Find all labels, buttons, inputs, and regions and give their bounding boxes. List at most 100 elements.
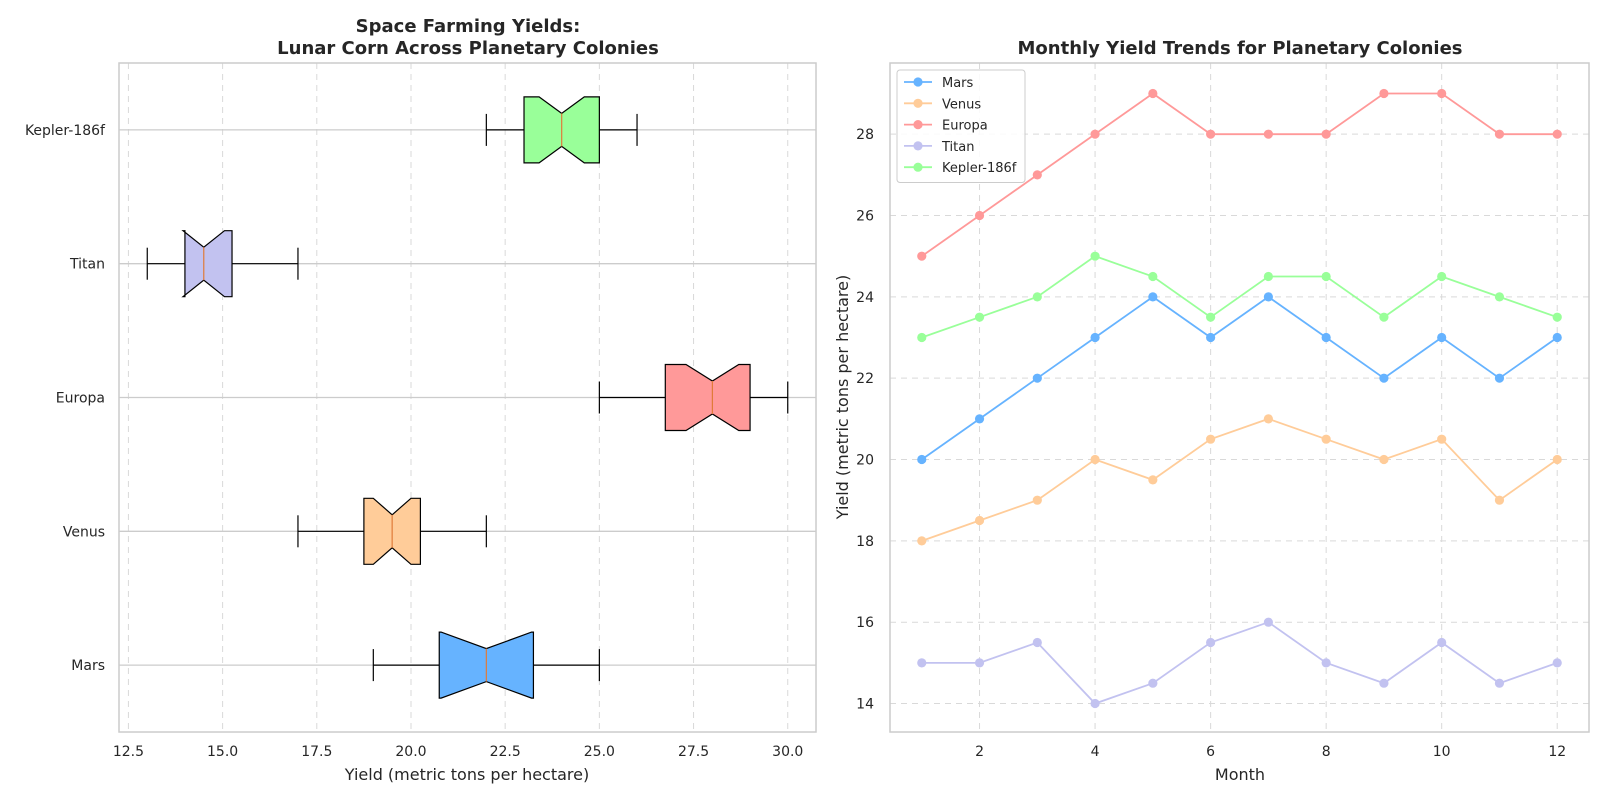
series-point: [1032, 170, 1042, 180]
boxplot-title-line2: Lunar Corn Across Planetary Colonies: [277, 38, 659, 59]
series-point: [1552, 454, 1562, 465]
series-kepler-186f: [917, 251, 1562, 343]
boxplot-x-tick-label: 17.5: [301, 744, 332, 760]
boxplot-marks: [146, 96, 789, 699]
series-point: [1090, 454, 1100, 465]
series-europa: [917, 88, 1562, 261]
series-line: [921, 92, 1558, 257]
legend-label: Europa: [942, 119, 988, 134]
box-venus: [297, 497, 487, 565]
line-chart-y-tick-label: 28: [856, 127, 874, 143]
boxplot-x-tick-label: 20.0: [395, 744, 426, 760]
series-point: [1148, 292, 1158, 302]
line-chart-legend: Mars Venus Europa Titan Kepler-186f: [896, 69, 1026, 183]
legend-label: Mars: [942, 76, 974, 91]
series-point: [1494, 495, 1505, 505]
line-chart-y-tick-label: 22: [856, 371, 874, 387]
line-chart-y-axis-label: Yield (metric tons per hectare): [833, 275, 852, 521]
boxplot-x-tick-label: 30.0: [772, 744, 803, 760]
series-point: [1379, 312, 1389, 322]
series-mars: [917, 292, 1562, 465]
legend-item: Europa: [904, 119, 988, 134]
series-point: [1494, 292, 1505, 302]
legend-marker: [913, 162, 923, 172]
boxplot-y-tick-label: Venus: [63, 524, 105, 540]
series-venus: [917, 414, 1562, 546]
line-chart-x-tick-label: 12: [1548, 744, 1566, 760]
line-chart-y-tick-label: 16: [856, 615, 874, 631]
legend-item: Venus: [904, 97, 981, 112]
series-line: [921, 417, 1558, 542]
line-chart-x-tick-label: 2: [975, 744, 984, 760]
series-point: [1206, 434, 1216, 444]
series-point: [1090, 129, 1100, 139]
line-chart-x-tick-label: 4: [1091, 744, 1100, 760]
box-titan: [146, 230, 299, 298]
series-point: [1263, 292, 1273, 302]
series-point: [974, 515, 985, 526]
legend-box: [896, 69, 1026, 183]
series-point: [974, 312, 985, 322]
series-point: [917, 658, 927, 668]
legend-item: Kepler-186f: [904, 161, 1017, 176]
series-point: [1263, 271, 1273, 282]
series-point: [1494, 129, 1505, 139]
series-point: [1206, 129, 1216, 139]
boxplot-y-tick-label: Mars: [71, 658, 105, 674]
line-chart-y-tick-label: 24: [856, 290, 874, 306]
series-point: [1148, 88, 1158, 99]
boxplot-chart: Space Farming Yields: Lunar Corn Across …: [25, 16, 817, 784]
series-point: [1321, 271, 1331, 282]
legend-marker: [913, 98, 923, 108]
box-body: [664, 363, 751, 432]
line-chart-y-tick-label: 20: [856, 453, 874, 469]
line-chart-x-tick-label: 8: [1322, 744, 1331, 760]
series-point: [1379, 454, 1389, 465]
series-point: [917, 454, 927, 465]
boxplot-x-tick-label: 22.5: [490, 744, 521, 760]
series-point: [974, 210, 985, 221]
line-chart-y-tick-label: 26: [856, 209, 874, 225]
series-point: [1321, 434, 1331, 444]
box-kepler-186f: [485, 96, 638, 164]
series-point: [1437, 271, 1447, 282]
series-point: [1263, 129, 1273, 139]
series-point: [1379, 88, 1389, 99]
boxplot-x-tick-label: 27.5: [678, 744, 709, 760]
line-chart-y-tick-label: 14: [856, 697, 874, 713]
series-line: [921, 255, 1558, 339]
series-point: [1148, 271, 1158, 282]
legend-marker: [913, 141, 923, 151]
series-point: [1552, 332, 1562, 343]
series-point: [1148, 475, 1158, 485]
series-point: [1437, 88, 1447, 99]
line-chart-x-axis-label: Month: [1215, 765, 1265, 784]
line-chart-grid: [890, 63, 1589, 732]
boxplot-x-tick-label: 15.0: [207, 744, 238, 760]
series-point: [1090, 332, 1100, 343]
series-point: [1206, 637, 1216, 648]
boxplot-x-tick-label: 12.5: [113, 744, 144, 760]
line-chart-x-tick-label: 10: [1433, 744, 1451, 760]
series-point: [1032, 373, 1042, 383]
legend-label: Titan: [941, 140, 974, 155]
line-chart-title: Monthly Yield Trends for Planetary Colon…: [1018, 38, 1463, 59]
series-point: [1321, 658, 1331, 668]
series-line: [921, 621, 1558, 705]
line-chart-x-tick-label: 6: [1206, 744, 1215, 760]
series-point: [917, 332, 927, 343]
series-point: [974, 658, 985, 668]
boxplot-frame: [118, 62, 817, 733]
series-point: [1032, 495, 1042, 505]
series-point: [1494, 373, 1505, 383]
series-point: [1206, 332, 1216, 343]
boxplot-title-line1: Space Farming Yields:: [356, 16, 581, 37]
box-mars: [372, 631, 600, 699]
boxplot-x-axis-label: Yield (metric tons per hectare): [344, 765, 590, 784]
legend-item: Mars: [904, 76, 974, 91]
legend-item: Titan: [904, 140, 974, 155]
series-point: [1552, 658, 1562, 668]
series-point: [917, 536, 927, 546]
boxplot-y-tick-label: Europa: [56, 391, 105, 407]
